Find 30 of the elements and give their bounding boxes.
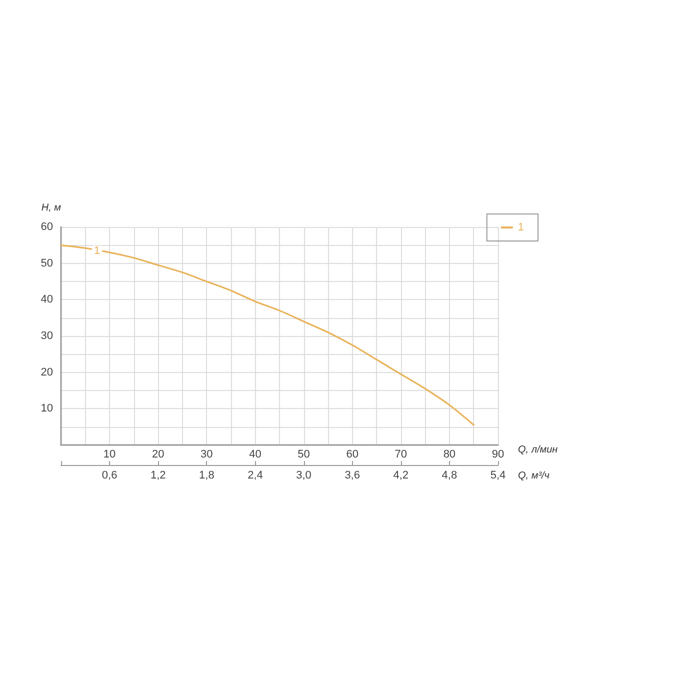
x2-tick-label: 1,2 (150, 470, 166, 482)
x-tick-label: 30 (200, 448, 213, 460)
x-tick-label: 70 (394, 448, 408, 460)
x-tick-label: 20 (152, 448, 164, 460)
x2-tick-label: 0,6 (102, 470, 118, 482)
x2-tick-label: 3,0 (296, 470, 312, 482)
x-tick-label: 10 (103, 448, 116, 460)
x-tick-label: 50 (298, 448, 310, 460)
y-tick-label: 50 (40, 257, 53, 270)
legend-label: 1 (518, 222, 524, 234)
x2-tick-label: 4,2 (393, 470, 409, 482)
y-tick-label: 60 (40, 221, 53, 233)
x2-tick-label: 1,8 (199, 470, 214, 482)
y-tick-label: 10 (40, 402, 53, 415)
x2-tick-label: 3,6 (344, 470, 360, 482)
x-tick-label: 40 (249, 448, 262, 460)
text: 1 (94, 245, 100, 258)
y-axis-title: H, м (41, 202, 62, 214)
x2-axis-title: Q, м³/ч (518, 470, 550, 482)
y-tick-label: 20 (40, 366, 53, 378)
x-tick-label: 90 (492, 448, 504, 460)
line-series (60, 244, 475, 426)
x2-tick-label: 4,8 (442, 470, 458, 482)
x2-tick-label: 2,4 (248, 470, 263, 482)
x-axis-title: Q, л/мин (518, 444, 558, 456)
x-tick-label: 60 (346, 448, 358, 460)
y-tick-label: 40 (40, 294, 53, 306)
x-tick-label: 80 (443, 448, 456, 460)
y-tick-label: 30 (40, 330, 53, 342)
x2-tick-label: 5,4 (490, 470, 506, 482)
